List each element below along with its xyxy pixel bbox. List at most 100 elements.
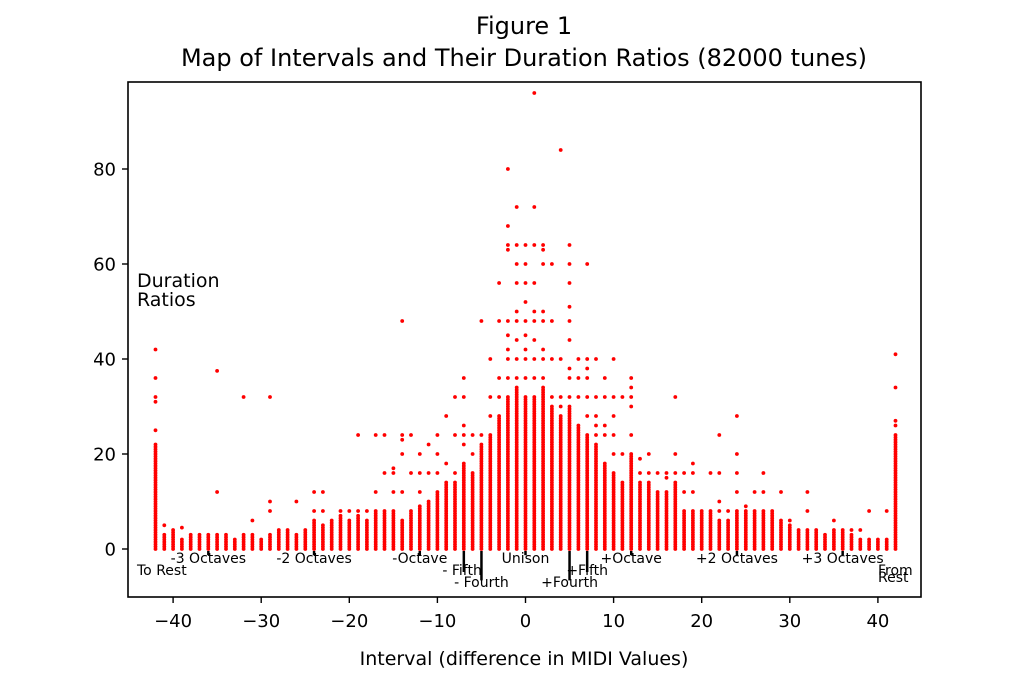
interval-annotation: +Fifth <box>566 563 608 579</box>
data-point <box>461 395 466 399</box>
data-point <box>321 490 325 494</box>
data-point <box>514 338 519 342</box>
data-point <box>391 509 396 513</box>
data-point <box>488 395 493 399</box>
data-point <box>567 262 572 266</box>
data-point <box>620 395 625 399</box>
data-point <box>523 333 528 338</box>
data-point <box>259 537 264 542</box>
data-point <box>523 243 528 247</box>
data-point <box>585 262 590 266</box>
data-point <box>805 490 810 494</box>
data-point <box>523 300 528 304</box>
data-point <box>162 532 167 537</box>
data-point <box>585 357 590 361</box>
data-point <box>567 376 572 380</box>
data-point <box>153 428 158 433</box>
data-point <box>461 423 466 428</box>
data-point <box>893 418 898 423</box>
data-point <box>373 490 378 494</box>
data-point <box>884 537 889 542</box>
data-point <box>514 309 519 314</box>
data-point <box>629 376 634 380</box>
data-point <box>250 518 255 523</box>
x-tick-label: 30 <box>778 611 801 632</box>
interval-annotation: Unison <box>502 551 550 567</box>
data-point <box>541 243 545 247</box>
data-point <box>268 395 272 399</box>
data-point <box>682 490 686 494</box>
data-point <box>558 357 563 361</box>
data-point <box>417 504 422 509</box>
data-point <box>585 376 590 380</box>
data-point <box>717 518 722 523</box>
data-point <box>585 414 590 418</box>
data-point <box>241 395 246 399</box>
x-tick-label: 20 <box>690 611 713 632</box>
data-point <box>506 333 510 338</box>
data-point <box>682 471 686 475</box>
data-point <box>153 347 158 352</box>
data-point <box>303 528 308 532</box>
data-point <box>594 433 598 437</box>
interval-annotation: From <box>878 563 913 579</box>
data-point <box>664 475 669 480</box>
data-point <box>585 433 590 437</box>
data-point <box>585 395 590 399</box>
data-point <box>699 509 704 513</box>
data-point <box>832 518 836 523</box>
data-point <box>893 385 898 390</box>
data-point <box>470 452 475 456</box>
interval-annotation: +Octave <box>601 551 662 567</box>
data-point <box>523 376 528 380</box>
data-point <box>523 347 528 352</box>
data-point <box>796 528 801 532</box>
data-point <box>594 442 598 447</box>
data-point <box>611 357 616 361</box>
data-point <box>664 471 669 475</box>
data-point <box>400 452 405 456</box>
data-point <box>726 518 730 523</box>
data-point <box>779 518 783 523</box>
data-point <box>787 523 792 528</box>
data-point <box>629 385 634 390</box>
data-point <box>840 528 845 532</box>
data-point <box>470 433 475 437</box>
data-point <box>805 509 810 513</box>
data-point <box>338 513 343 518</box>
data-point <box>735 509 739 513</box>
data-point <box>435 490 440 494</box>
data-point <box>770 509 775 513</box>
data-point <box>673 471 678 475</box>
interval-annotation: To Rest <box>136 563 187 579</box>
data-point <box>532 91 537 95</box>
data-point <box>435 471 440 475</box>
data-point <box>180 537 184 542</box>
data-point <box>180 525 184 530</box>
data-point <box>532 395 537 399</box>
data-point <box>629 395 634 399</box>
data-point <box>215 369 220 373</box>
data-point <box>558 414 563 418</box>
data-point <box>514 281 519 285</box>
data-point <box>215 532 220 537</box>
data-point <box>629 433 634 437</box>
data-point <box>382 471 387 475</box>
data-point <box>497 376 501 380</box>
data-point <box>153 442 158 447</box>
interval-annotation: -Octave <box>392 551 447 567</box>
y-tick-label: 80 <box>93 160 116 181</box>
data-point <box>550 395 554 399</box>
figure-title-line1: Figure 1 <box>476 12 572 40</box>
data-point <box>400 518 405 523</box>
data-point <box>241 532 246 537</box>
x-tick-label: −10 <box>418 611 456 632</box>
data-point <box>514 385 519 390</box>
data-point <box>761 490 766 494</box>
x-tick-label: 40 <box>866 611 889 632</box>
interval-annotations: To Rest-3 Octaves -2 Octaves -Octave- Fift… <box>136 551 913 591</box>
interval-annotation: Rest <box>878 570 909 586</box>
x-tick-label: 0 <box>520 611 531 632</box>
data-point <box>691 461 695 466</box>
data-point <box>312 490 316 494</box>
